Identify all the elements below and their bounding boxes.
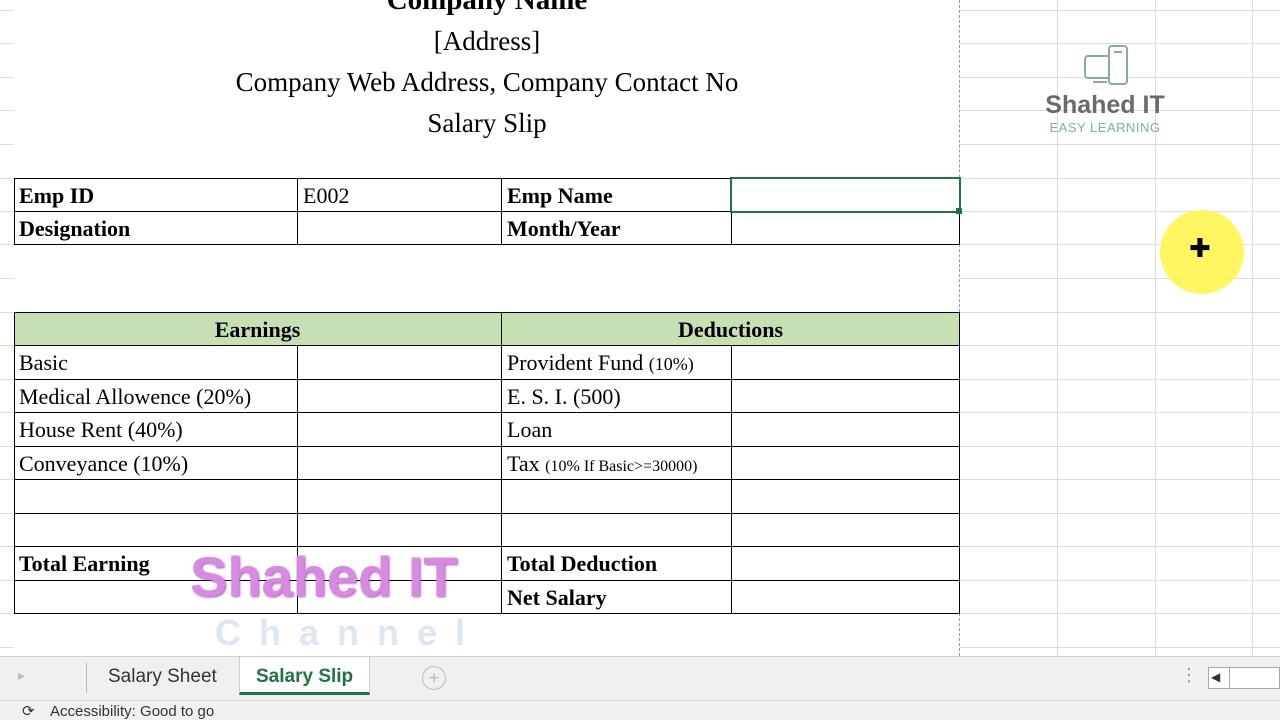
earning-basic: Basic [19, 350, 68, 375]
add-sheet-icon[interactable]: + [422, 666, 446, 690]
total-earning-label: Total Earning [19, 551, 150, 576]
company-contact: Company Web Address, Company Contact No [235, 67, 739, 97]
devices-icon [1084, 45, 1128, 85]
sheet-tabs-bar: ▸ Salary Sheet Salary Slip + ⋮ ◀ [0, 656, 1280, 700]
earning-house-rent: House Rent (40%) [19, 417, 183, 442]
shahed-it-logo: Shahed IT EASY LEARNING [1030, 44, 1180, 135]
deduction-label: Tax [507, 451, 540, 476]
cell-cursor-icon: ✚ [1189, 234, 1211, 264]
earning-conveyance: Conveyance (10%) [19, 451, 189, 476]
net-salary-label: Net Salary [507, 585, 607, 610]
tab-salary-sheet[interactable]: Salary Sheet [108, 666, 217, 687]
watermark-name: Shahed IT [190, 545, 458, 608]
worksheet-grid[interactable]: Company Name [Address] Company Web Addre… [0, 0, 1280, 656]
logo-tagline: EASY LEARNING [1049, 120, 1161, 135]
horizontal-scrollbar[interactable]: ◀ [1208, 667, 1280, 689]
logo-name: Shahed IT [1045, 91, 1165, 119]
deduction-note: (10% If Basic>=30000) [545, 458, 698, 475]
deduction-note: (10%) [648, 354, 694, 374]
emp-id-label: Emp ID [19, 183, 95, 208]
deductions-header: Deductions [677, 317, 784, 342]
month-year-label: Month/Year [507, 216, 621, 241]
emp-name-label: Emp Name [507, 183, 613, 208]
status-bar: ⟳ Accessibility: Good to go [0, 700, 1280, 720]
company-name: Company Name [386, 0, 588, 16]
accessibility-status[interactable]: Accessibility: Good to go [50, 703, 215, 720]
total-deduction-label: Total Deduction [507, 551, 658, 576]
emp-id-value[interactable]: E002 [303, 183, 350, 208]
accessibility-icon: ⟳ [22, 703, 35, 720]
deduction-pf: Provident Fund (10%) [502, 346, 694, 381]
scroll-left-icon[interactable]: ◀ [1211, 670, 1221, 684]
slip-title: Salary Slip [427, 108, 547, 138]
deduction-loan: Loan [507, 417, 553, 442]
scroll-tabs-left-icon[interactable]: ▸ [18, 667, 26, 683]
deduction-esi: E. S. I. (500) [507, 384, 621, 409]
earning-medical: Medical Allowence (20%) [19, 384, 252, 409]
emp-name-selected-cell[interactable] [730, 177, 961, 213]
earnings-header: Earnings [214, 317, 301, 342]
designation-label: Designation [19, 216, 131, 241]
watermark-sub: Channel [215, 612, 484, 653]
deduction-tax: Tax (10% If Basic>=30000) [502, 447, 697, 483]
deduction-label: Provident Fund [507, 350, 644, 375]
more-options-icon[interactable]: ⋮ [1180, 665, 1198, 685]
company-address: [Address] [433, 26, 541, 56]
cursor-highlight [1160, 210, 1244, 294]
fill-handle[interactable] [956, 208, 962, 214]
tab-salary-slip[interactable]: Salary Slip [239, 657, 371, 695]
